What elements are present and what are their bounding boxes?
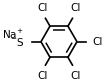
Text: Cl: Cl bbox=[70, 3, 81, 13]
Text: Cl: Cl bbox=[70, 71, 81, 81]
Text: Cl: Cl bbox=[37, 71, 48, 81]
Text: Na$\mathregular{^{+}}$: Na$\mathregular{^{+}}$ bbox=[2, 28, 24, 41]
Text: Cl: Cl bbox=[37, 3, 48, 13]
Text: $\mathregular{^{-}}$S: $\mathregular{^{-}}$S bbox=[10, 36, 25, 48]
Text: Cl: Cl bbox=[92, 37, 103, 47]
